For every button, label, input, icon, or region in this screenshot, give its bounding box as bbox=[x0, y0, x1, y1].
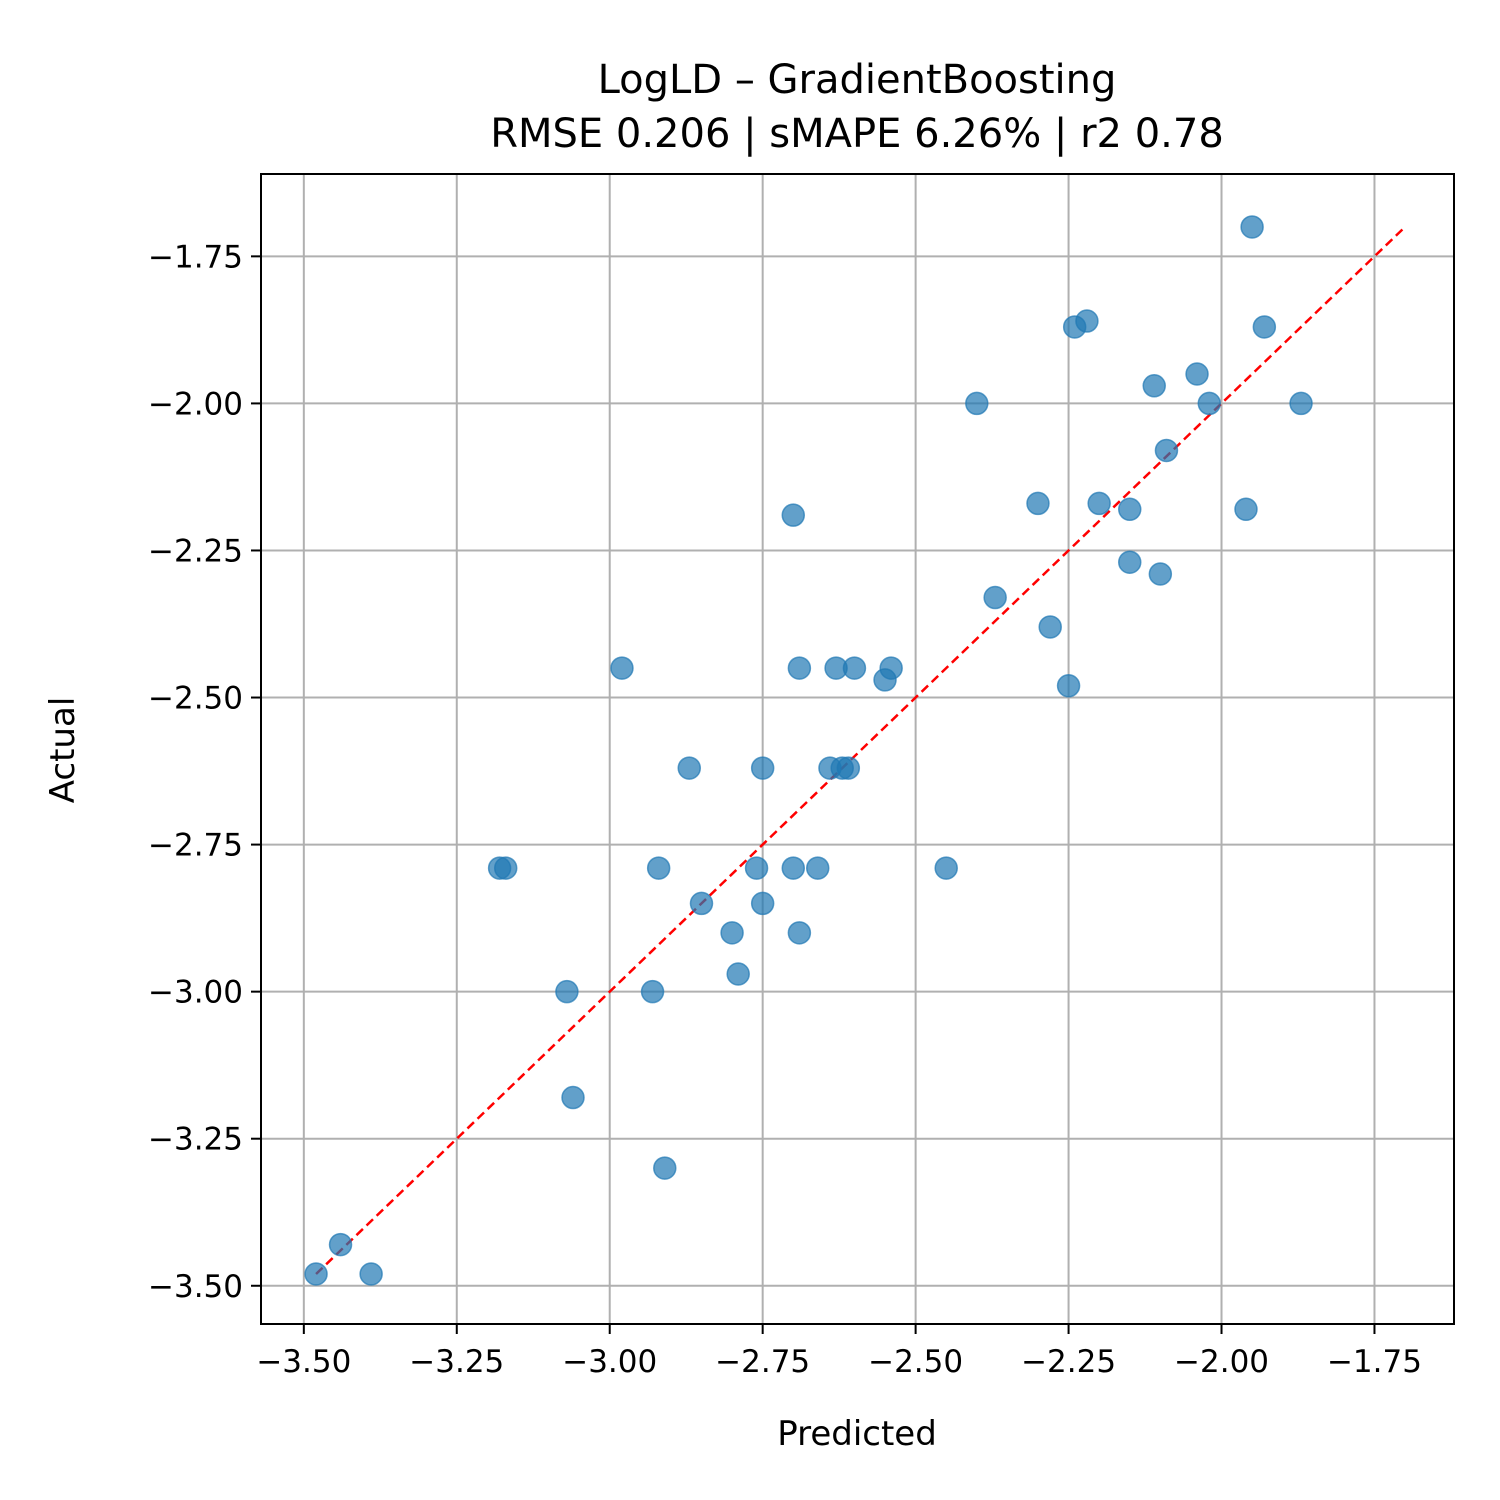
y-tick-label: −3.25 bbox=[148, 1122, 243, 1158]
y-tick-label: −2.75 bbox=[148, 828, 243, 864]
scatter-point bbox=[1289, 391, 1313, 416]
scatter-point bbox=[1142, 374, 1166, 398]
scatter-point bbox=[653, 1156, 677, 1180]
chart-title: LogLD – GradientBoosting bbox=[598, 57, 1117, 103]
x-axis-ticks: −3.50 −3.25 −3.00 −2.75 −2.50 −2.25 −2.00 −1.75 bbox=[256, 1324, 1422, 1380]
y-tick-label: −2.50 bbox=[148, 681, 243, 717]
x-tick-label: −2.75 bbox=[715, 1344, 810, 1380]
y-tick-label: −3.50 bbox=[148, 1269, 243, 1305]
scatter-point bbox=[1148, 562, 1173, 586]
y-axis-ticks: −3.50 −3.25 −3.00 −2.75 −2.50 −2.25 −2.00 −1.75 bbox=[148, 239, 261, 1305]
scatter-point bbox=[965, 391, 989, 416]
scatter-points bbox=[304, 215, 1313, 1286]
x-tick-label: −2.25 bbox=[1021, 1344, 1116, 1380]
scatter-point bbox=[781, 856, 806, 880]
scatter-point bbox=[726, 962, 750, 986]
scatter-point bbox=[1117, 550, 1142, 574]
chart-subtitle: RMSE 0.206 | sMAPE 6.26% | r2 0.78 bbox=[490, 111, 1224, 157]
x-tick-label: −3.25 bbox=[409, 1344, 504, 1380]
scatter-point bbox=[359, 1262, 383, 1286]
scatter-point bbox=[787, 656, 812, 680]
scatter-point bbox=[750, 891, 775, 916]
scatter-point bbox=[677, 756, 702, 780]
scatter-point bbox=[304, 1262, 328, 1286]
grid bbox=[261, 174, 1454, 1324]
scatter-point bbox=[561, 1085, 585, 1110]
y-tick-label: −2.25 bbox=[148, 533, 243, 569]
y-tick-label: −2.00 bbox=[148, 386, 243, 422]
scatter-point bbox=[781, 503, 806, 527]
scatter-point bbox=[1252, 315, 1277, 339]
scatter-point bbox=[1185, 362, 1209, 386]
scatter-point bbox=[750, 756, 775, 780]
scatter-point bbox=[720, 921, 744, 945]
scatter-point bbox=[787, 921, 812, 945]
scatter-point bbox=[646, 856, 671, 880]
scatter-point bbox=[610, 656, 634, 680]
scatter-point bbox=[1197, 391, 1222, 416]
scatter-point bbox=[836, 756, 861, 780]
scatter-point bbox=[493, 856, 518, 880]
x-axis-label: Predicted bbox=[777, 1414, 937, 1454]
scatter-point bbox=[1087, 491, 1111, 516]
x-tick-label: −1.75 bbox=[1327, 1344, 1422, 1380]
scatter-point bbox=[1154, 438, 1179, 463]
scatter-point bbox=[1056, 674, 1081, 698]
scatter-point bbox=[555, 979, 579, 1004]
scatter-point bbox=[1075, 309, 1099, 333]
scatter-point bbox=[689, 891, 714, 916]
scatter-point bbox=[934, 856, 958, 880]
x-tick-label: −3.50 bbox=[256, 1344, 351, 1380]
scatter-point bbox=[842, 656, 867, 680]
y-tick-label: −1.75 bbox=[148, 239, 243, 275]
scatter-point bbox=[328, 1232, 353, 1257]
x-tick-label: −2.50 bbox=[868, 1344, 963, 1380]
scatter-point bbox=[983, 585, 1007, 610]
scatter-point bbox=[805, 856, 830, 880]
plot-frame bbox=[260, 173, 1455, 1325]
scatter-point bbox=[1240, 215, 1264, 239]
scatter-point bbox=[1038, 615, 1062, 639]
scatter-point bbox=[640, 979, 665, 1004]
scatter-point bbox=[1234, 497, 1258, 522]
x-tick-label: −2.00 bbox=[1174, 1344, 1269, 1380]
y-tick-label: −3.00 bbox=[148, 975, 243, 1011]
scatter-point bbox=[1117, 497, 1142, 522]
scatter-point bbox=[1026, 491, 1050, 516]
y-axis-label: Actual bbox=[43, 697, 83, 804]
scatter-point bbox=[744, 856, 769, 880]
x-tick-label: −3.00 bbox=[562, 1344, 657, 1380]
scatter-point bbox=[879, 656, 903, 680]
